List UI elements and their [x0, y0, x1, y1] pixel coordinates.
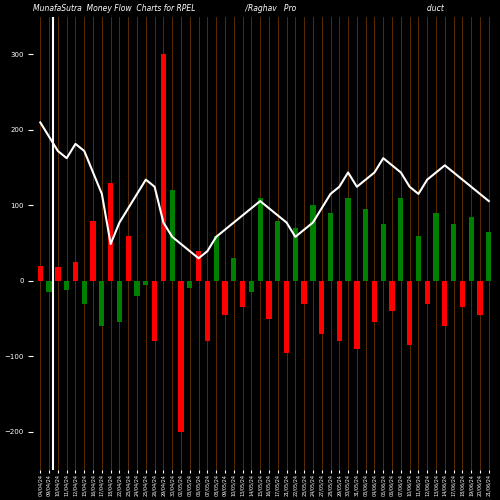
Bar — [460, 281, 465, 307]
Bar — [363, 209, 368, 281]
Bar — [451, 224, 456, 281]
Bar — [170, 190, 175, 281]
Bar — [258, 198, 263, 281]
Bar — [46, 281, 52, 292]
Bar — [73, 262, 78, 281]
Bar — [143, 281, 148, 284]
Bar — [240, 281, 245, 307]
Bar — [152, 281, 158, 342]
Bar — [82, 281, 87, 303]
Bar — [55, 268, 60, 281]
Bar — [310, 206, 316, 281]
Bar — [380, 224, 386, 281]
Bar — [266, 281, 272, 318]
Bar — [424, 281, 430, 303]
Bar — [248, 281, 254, 292]
Bar — [442, 281, 448, 326]
Bar — [196, 250, 201, 281]
Bar — [99, 281, 104, 326]
Bar — [108, 183, 114, 281]
Bar — [354, 281, 360, 349]
Bar — [38, 266, 43, 281]
Bar — [292, 228, 298, 281]
Bar — [222, 281, 228, 315]
Bar — [302, 281, 307, 303]
Bar — [407, 281, 412, 345]
Bar — [284, 281, 289, 352]
Bar — [346, 198, 350, 281]
Bar — [117, 281, 122, 322]
Bar — [214, 236, 219, 281]
Bar — [372, 281, 377, 322]
Bar — [336, 281, 342, 342]
Bar — [478, 281, 482, 315]
Bar — [204, 281, 210, 342]
Bar — [468, 217, 474, 281]
Bar — [126, 236, 131, 281]
Bar — [161, 54, 166, 281]
Bar — [319, 281, 324, 334]
Bar — [64, 281, 70, 290]
Bar — [390, 281, 394, 311]
Bar — [434, 213, 438, 281]
Bar — [416, 236, 421, 281]
Bar — [328, 213, 333, 281]
Bar — [178, 281, 184, 432]
Bar — [187, 281, 192, 288]
Bar — [398, 198, 404, 281]
Bar — [90, 220, 96, 281]
Bar — [275, 220, 280, 281]
Bar — [231, 258, 236, 281]
Text: MunafaSutra  Money Flow  Charts for RPEL                     /Raghav   Pro      : MunafaSutra Money Flow Charts for RPEL /… — [34, 4, 444, 13]
Bar — [486, 232, 492, 281]
Bar — [134, 281, 140, 296]
